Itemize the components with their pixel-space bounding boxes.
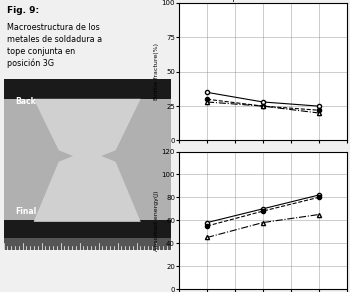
- Y-axis label: Absorbed energy(J): Absorbed energy(J): [154, 190, 159, 251]
- Text: Final: Final: [15, 207, 36, 216]
- Text: Back: Back: [15, 97, 36, 106]
- Text: Fig. 10:
Curva de transición de
resiliencia en posición 3G: Fig. 10: Curva de transición de resilien…: [179, 0, 277, 2]
- Bar: [4, 220, 171, 238]
- Bar: [4, 99, 171, 222]
- Bar: [4, 79, 171, 99]
- Y-axis label: Brittle fracture(%): Brittle fracture(%): [154, 43, 159, 100]
- Text: Macroestructura de los
metales de soldadura a
tope conjunta en
posición 3G: Macroestructura de los metales de soldad…: [7, 23, 102, 68]
- Polygon shape: [34, 99, 141, 162]
- Polygon shape: [34, 150, 141, 222]
- Bar: [4, 238, 171, 251]
- Text: Fig. 9:: Fig. 9:: [7, 6, 39, 15]
